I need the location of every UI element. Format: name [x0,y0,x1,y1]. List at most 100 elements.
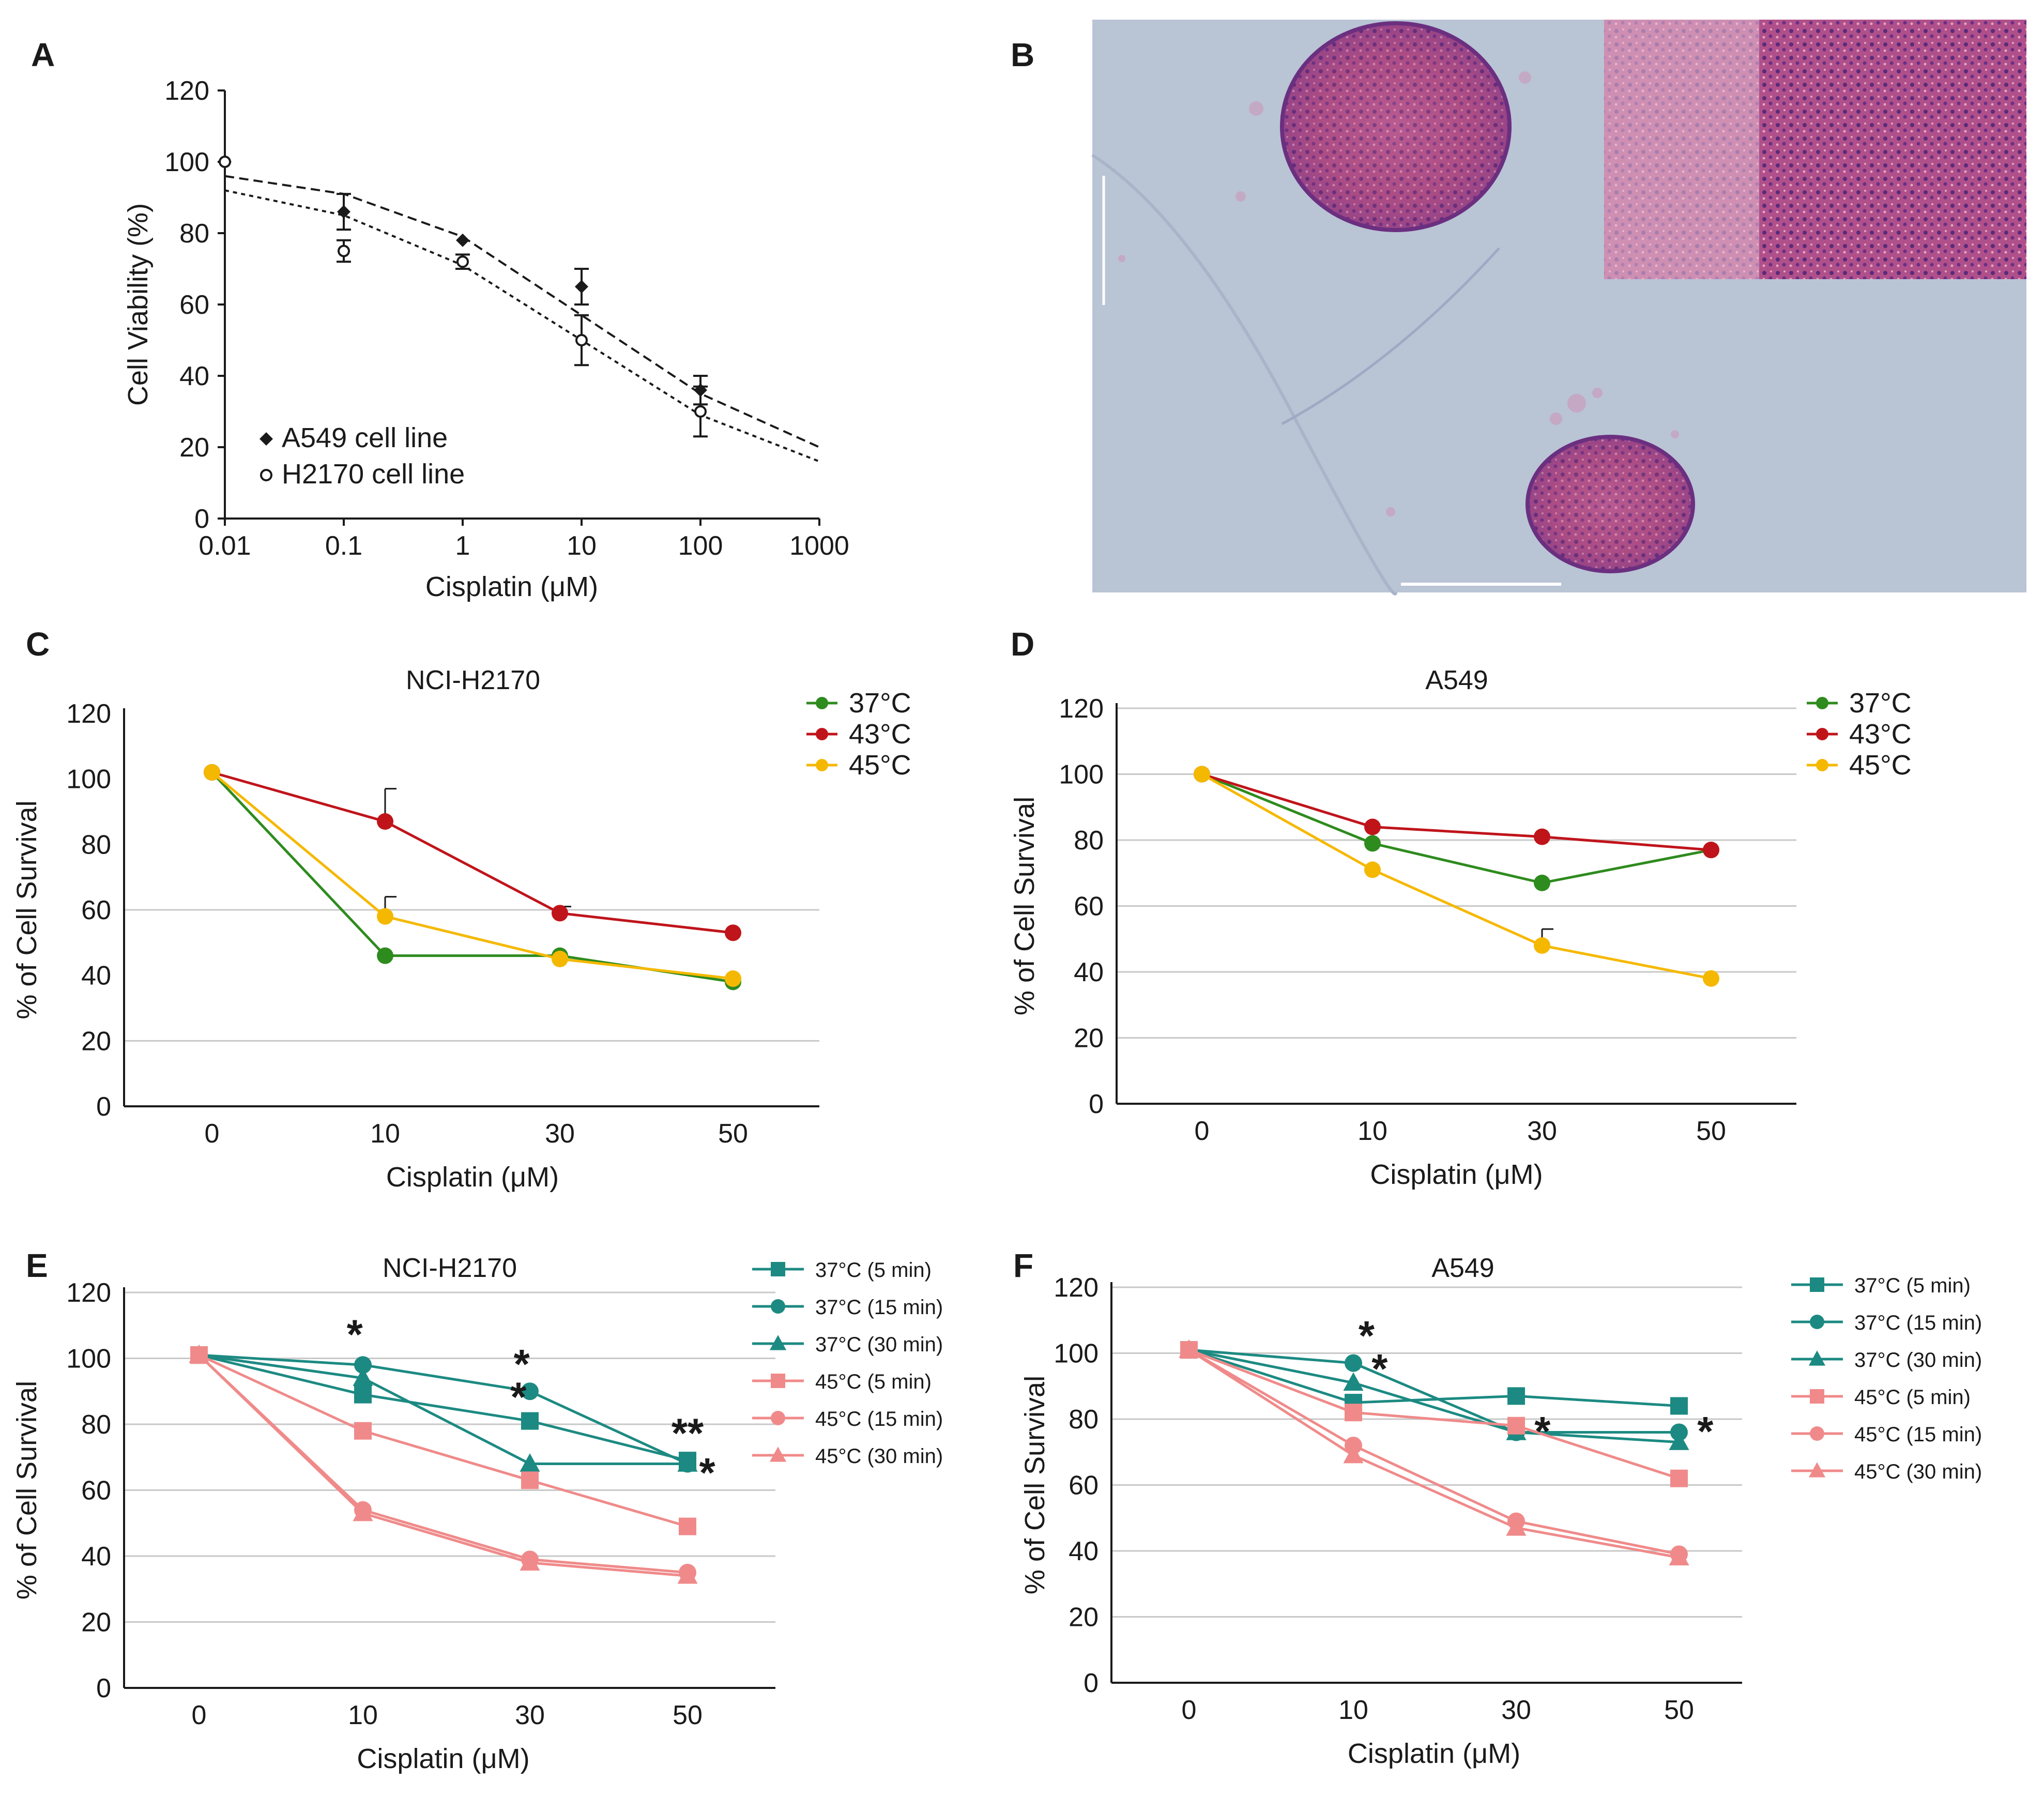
legend-marker [1816,759,1828,771]
data-point [1506,1517,1527,1536]
y-tick-label: 100 [1059,760,1104,790]
y-tick-label: 20 [1069,1603,1099,1633]
y-tick-label: 0 [96,1092,111,1122]
fit-curve [224,175,820,448]
legend-marker [260,469,272,481]
data-point [725,924,741,941]
legend-marker [1810,1315,1824,1329]
data-point [1534,828,1550,845]
data-point [338,245,350,257]
y-tick-label: 40 [1069,1536,1099,1566]
data-point [1669,1431,1689,1450]
data-point [1703,970,1719,987]
x-tick-label: 30 [1527,1116,1557,1146]
significance-star: * [510,1374,527,1420]
y-tick-label: 60 [81,1476,111,1506]
data-point [521,1471,539,1489]
legend-label: 43°C [849,719,911,750]
legend-marker [771,1374,785,1388]
data-point [354,1422,372,1440]
legend-label: 37°C [849,688,911,719]
data-point [353,1502,373,1521]
spheroid-small-shade [1528,437,1693,571]
y-axis-title: % of Cell Survival [11,800,42,1019]
x-tick-label: 0.01 [199,531,251,561]
chart-title: NCI-H2170 [383,1253,517,1283]
series-line [198,1353,688,1528]
data-point [456,255,469,268]
x-axis-title: Cisplatin (μM) [386,1162,559,1193]
series-line [1201,773,1712,851]
data-point [189,1344,209,1363]
y-tick-label: 120 [66,699,111,729]
x-tick-label: 0 [1182,1695,1197,1725]
significance-star: * [1697,1408,1714,1454]
x-axis-title: Cisplatin (μM) [425,571,598,602]
y-tick-label: 20 [1074,1024,1104,1054]
legend-marker [816,759,828,771]
data-point [1343,1444,1364,1464]
x-tick-label: 50 [718,1119,748,1149]
data-point [204,764,220,781]
y-tick-label: 80 [81,830,111,860]
legend-marker [771,1262,785,1276]
series-line [211,771,734,934]
y-tick-label: 120 [1059,694,1104,724]
legend-marker [1810,1277,1824,1292]
y-tick-label: 60 [1074,892,1104,922]
data-point [1703,842,1719,859]
y-tick-label: 0 [1089,1089,1104,1119]
x-tick-label: 10 [348,1700,378,1730]
data-point [456,233,469,247]
x-tick-label: 30 [515,1700,545,1730]
y-tick-label: 40 [179,361,209,391]
micrograph-panel [1091,20,2026,596]
data-point [354,1356,372,1374]
panel-letter-a: A [31,36,55,73]
chart-c: 0 20 40 60 80 100 120 0 10 30 50 Cisplatin (μM) % of… [11,665,911,1193]
data-point [521,1412,539,1430]
data-point [694,405,707,418]
x-tick-label: 10 [1357,1116,1387,1146]
legend-label: 37°C [1849,688,1912,719]
y-tick-label: 60 [1069,1471,1099,1501]
y-tick-label: 120 [164,76,209,106]
data-point [1343,1372,1364,1391]
data-point [575,334,588,346]
legend-label: 37°C (15 min) [815,1296,943,1319]
data-point [1507,1387,1525,1405]
data-point [520,1453,540,1472]
legend-marker [1808,1350,1826,1366]
significance-star: * [347,1311,363,1357]
y-tick-label: 60 [81,895,111,925]
series-line [211,771,734,980]
legend-label: A549 cell line [282,422,448,453]
x-tick-label: 50 [1696,1116,1726,1146]
data-point [1670,1469,1688,1487]
y-tick-label: 120 [1054,1273,1099,1303]
x-tick-label: 0 [192,1700,207,1730]
legend-marker [1808,1462,1826,1478]
membrane-fold [1091,154,1397,596]
legend-label: 45°C (5 min) [815,1370,932,1393]
data-point [552,905,568,922]
y-tick-label: 100 [164,147,209,177]
data-point [1507,1417,1525,1435]
data-point [219,156,231,168]
x-tick-label: 10 [370,1119,400,1149]
data-point [521,1382,539,1400]
legend-label: 37°C (30 min) [1854,1349,1982,1372]
y-tick-label: 20 [81,1608,111,1638]
y-tick-label: 120 [66,1278,111,1308]
chart-f: 0 20 40 60 80 100 120 0 10 30 50 Cisplatin (μM) % of… [1019,1253,1982,1769]
series-line [1188,1348,1680,1407]
legend-marker [816,728,828,740]
series-line [1188,1348,1680,1444]
legend-label: 43°C [1849,719,1912,750]
x-tick-label: 30 [545,1119,575,1149]
legend-label: 37°C (30 min) [815,1333,943,1356]
x-tick-label: 10 [567,531,597,561]
data-point [677,1565,698,1584]
data-point [377,947,393,964]
